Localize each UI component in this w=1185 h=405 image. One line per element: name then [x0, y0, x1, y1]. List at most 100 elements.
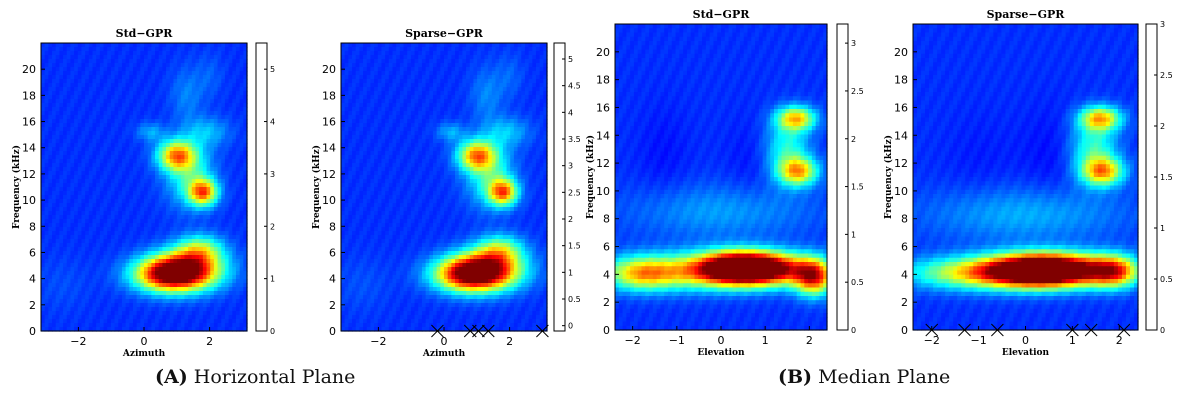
heatmap-cell — [199, 223, 204, 228]
heatmap-cell — [217, 199, 222, 204]
heatmap-cell — [235, 303, 241, 308]
heatmap-cell — [121, 235, 127, 240]
heatmap-cell — [70, 71, 75, 76]
heatmap-cell — [144, 307, 149, 312]
heatmap-cell — [162, 231, 167, 236]
heatmap-cell — [513, 67, 519, 72]
heatmap-cell — [407, 71, 412, 76]
heatmap-cell — [85, 275, 90, 280]
heatmap-cell — [177, 311, 182, 316]
heatmap-cell — [228, 63, 233, 68]
heatmap-cell — [140, 251, 145, 256]
heatmap-cell — [66, 107, 72, 112]
heatmap-cell — [44, 267, 49, 272]
heatmap-cell — [66, 63, 72, 68]
heatmap-cell — [110, 63, 116, 68]
heatmap-cell — [352, 99, 357, 104]
heatmap-cell — [158, 135, 163, 140]
heatmap-cell — [121, 207, 127, 212]
heatmap-cell — [206, 195, 211, 200]
heatmap-cell — [147, 175, 152, 180]
heatmap-cell — [114, 47, 119, 52]
heatmap-cell — [41, 55, 46, 60]
heatmap-cell — [210, 83, 215, 88]
heatmap-cell — [243, 147, 248, 152]
heatmap-cell — [92, 239, 97, 244]
colorbar-segment — [256, 143, 267, 150]
heatmap-cell — [344, 67, 349, 72]
heatmap-cell — [59, 123, 64, 128]
heatmap-cell — [147, 251, 152, 256]
heatmap-cell — [81, 63, 86, 68]
heatmap-cell — [429, 55, 434, 60]
heatmap-cell — [118, 287, 123, 292]
heatmap-cell — [513, 43, 519, 48]
heatmap-cell — [210, 227, 215, 232]
heatmap-cell — [110, 47, 116, 52]
heatmap-cell — [99, 299, 105, 304]
heatmap-cell — [99, 87, 105, 92]
heatmap-cell — [239, 323, 244, 328]
heatmap-cell — [528, 87, 533, 92]
heatmap-cell — [140, 147, 145, 152]
heatmap-cell — [348, 83, 353, 88]
y-tick-label: 4 — [29, 273, 36, 286]
heatmap-cell — [151, 111, 156, 116]
heatmap-cell — [52, 123, 57, 128]
heatmap-cell — [499, 71, 504, 76]
heatmap-cell — [162, 311, 167, 316]
heatmap-cell — [235, 271, 241, 276]
heatmap-cell — [235, 263, 241, 268]
heatmap-cell — [59, 191, 64, 196]
heatmap-cell — [385, 67, 390, 72]
heatmap-cell — [81, 279, 86, 284]
heatmap-cell — [114, 171, 119, 176]
heatmap-cell — [221, 191, 226, 196]
heatmap-cell — [155, 187, 160, 192]
heatmap-cell — [528, 91, 533, 96]
heatmap-cell — [129, 91, 134, 96]
heatmap-cell — [495, 59, 500, 64]
heatmap-cell — [59, 219, 64, 224]
heatmap-cell — [140, 67, 145, 72]
heatmap-cell — [177, 279, 182, 284]
heatmap-cell — [162, 99, 167, 104]
heatmap-cell — [243, 91, 248, 96]
heatmap-cell — [191, 255, 197, 260]
heatmap-cell — [458, 55, 463, 60]
heatmap-cell — [528, 67, 533, 72]
heatmap-cell — [59, 231, 64, 236]
heatmap-cell — [125, 71, 130, 76]
heatmap-cell — [85, 123, 90, 128]
heatmap-cell — [195, 71, 200, 76]
colorbar-segment — [256, 206, 267, 212]
heatmap-cell — [173, 119, 178, 124]
heatmap-cell — [224, 199, 230, 204]
heatmap-cell — [110, 299, 116, 304]
heatmap-cell — [147, 199, 152, 204]
heatmap-cell — [495, 47, 500, 52]
heatmap-cell — [140, 115, 145, 120]
heatmap-cell — [99, 243, 105, 248]
heatmap-cell — [55, 115, 60, 120]
heatmap-cell — [144, 151, 149, 156]
heatmap-cell — [151, 163, 156, 168]
heatmap-cell — [202, 315, 208, 320]
heatmap-cell — [88, 271, 94, 276]
heatmap-cell — [41, 155, 46, 160]
heatmap-cell — [52, 171, 57, 176]
heatmap-cell — [418, 43, 423, 48]
heatmap-cell — [517, 47, 522, 52]
heatmap-cell — [41, 279, 46, 284]
heatmap-cell — [74, 63, 79, 68]
heatmap-cell — [147, 59, 152, 64]
heatmap-cell — [377, 95, 383, 100]
heatmap-cell — [499, 83, 504, 88]
heatmap-cell — [151, 195, 156, 200]
heatmap-cell — [180, 227, 186, 232]
heatmap-cell — [136, 199, 141, 204]
heatmap-cell — [63, 191, 68, 196]
heatmap-cell — [528, 59, 533, 64]
heatmap-cell — [180, 275, 186, 280]
heatmap-cell — [66, 271, 72, 276]
